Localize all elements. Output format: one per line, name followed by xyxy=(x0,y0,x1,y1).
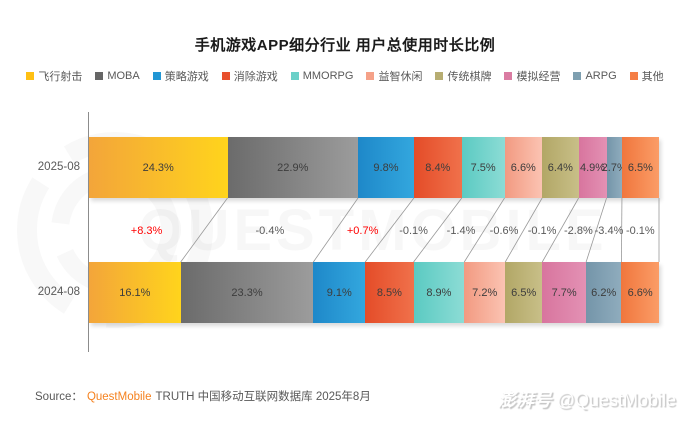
legend-swatch-icon xyxy=(95,72,104,80)
change-label-消除游戏: -0.1% xyxy=(399,225,428,237)
bar-segment-消除游戏: 8.5% xyxy=(365,262,414,323)
stacked-bar-2025-08: 24.3% 22.9% 9.8% 8.4% 7.5% 6.6% 6.4% 4.9% 2.7% 6.… xyxy=(89,137,659,198)
bar-segment-飞行射击: 24.3% xyxy=(89,137,228,198)
source-prefix: Source： xyxy=(35,391,83,403)
bar-segment-策略游戏: 9.8% xyxy=(358,137,414,198)
legend-label: 模拟经营 xyxy=(516,71,561,83)
legend-label: 策略游戏 xyxy=(164,71,209,83)
bar-segment-其他: 6.6% xyxy=(621,262,659,323)
legend-swatch-icon xyxy=(435,72,444,80)
bar-segment-ARPG: 6.2% xyxy=(586,262,622,323)
legend-label: MOBA xyxy=(107,70,140,82)
y-axis-label-2025-08: 2025-08 xyxy=(37,160,80,173)
legend-swatch-icon xyxy=(26,72,35,80)
source-brand: QuestMobile xyxy=(86,391,152,403)
legend-swatch-icon xyxy=(152,72,161,80)
legend-label: ARPG xyxy=(585,70,617,82)
change-label-其他: -0.1% xyxy=(625,225,655,237)
legend-label: 飞行射击 xyxy=(38,71,83,83)
bar-segment-消除游戏: 8.4% xyxy=(413,137,462,198)
bar-segment-MMORPG: 8.9% xyxy=(413,262,465,323)
source-line: Source： QuestMobile TRUTH 中国移动互联网数据库 2025年… xyxy=(35,388,371,404)
change-label-传统棋牌: -0.1% xyxy=(527,225,557,237)
change-label-益智休闲: -0.6% xyxy=(489,225,519,237)
legend-item-6: 益智休闲 xyxy=(366,68,422,84)
y-axis-line xyxy=(88,112,89,352)
legend-item-3: 策略游戏 xyxy=(152,68,209,84)
bar-segment-模拟经营: 7.7% xyxy=(542,262,587,323)
watermark-badge: 澎湃号 xyxy=(497,390,552,410)
bar-segment-MOBA: 23.3% xyxy=(180,262,314,323)
legend-item-5: MMORPG xyxy=(290,70,354,82)
chart-title: 手机游戏APP细分行业 用户总使用时长比例 xyxy=(194,37,496,54)
bar-segment-ARPG: 2.7% xyxy=(602,137,627,198)
legend-swatch-icon xyxy=(221,72,230,80)
stacked-bar-2024-08: 16.1% 23.3% 9.1% 8.5% 8.9% 7.2% 6.5% 7.7% 6.2% 6.… xyxy=(89,262,659,323)
bar-segment-传统棋牌: 6.4% xyxy=(542,137,579,198)
legend-label: 益智休闲 xyxy=(378,71,423,83)
bar-segment-益智休闲: 7.2% xyxy=(464,262,506,323)
bar-segment-飞行射击: 16.1% xyxy=(89,262,181,323)
legend-swatch-icon xyxy=(366,72,375,80)
legend-item-1: 飞行射击 xyxy=(26,68,82,84)
bar-segment-益智休闲: 6.6% xyxy=(504,137,543,198)
bar-segment-策略游戏: 9.1% xyxy=(313,262,366,323)
bar-segment-其他: 6.5% xyxy=(621,137,659,198)
legend-item-8: 模拟经营 xyxy=(504,68,560,84)
y-axis-label-2024-08: 2024-08 xyxy=(37,285,80,298)
legend-swatch-icon xyxy=(290,72,299,80)
source-rest: TRUTH 中国移动互联网数据库 2025年8月 xyxy=(155,391,371,403)
change-label-ARPG: -3.4% xyxy=(594,225,624,237)
change-label-MOBA: -0.4% xyxy=(255,225,285,237)
legend-label: MMORPG xyxy=(302,70,354,82)
legend-swatch-icon xyxy=(504,72,513,80)
legend-item-10: 其他 xyxy=(629,68,664,84)
legend-label: 其他 xyxy=(641,71,664,83)
legend-swatch-icon xyxy=(629,72,638,80)
watermark-credit: 澎湃号 @QuestMobile xyxy=(498,386,676,412)
watermark-handle: @QuestMobile xyxy=(556,390,676,410)
legend-item-9: ARPG xyxy=(573,70,617,82)
bar-segment-MMORPG: 7.5% xyxy=(461,137,505,198)
change-label-模拟经营: -2.8% xyxy=(564,225,593,237)
legend-swatch-icon xyxy=(573,72,582,80)
legend-label: 传统棋牌 xyxy=(447,71,492,83)
change-label-飞行射击: +8.3% xyxy=(130,225,163,237)
change-label-策略游戏: +0.7% xyxy=(346,225,379,237)
legend-item-4: 消除游戏 xyxy=(221,68,278,84)
legend-item-2: MOBA xyxy=(95,70,140,82)
legend-item-7: 传统棋牌 xyxy=(435,68,491,84)
change-label-MMORPG: -1.4% xyxy=(446,225,476,237)
bar-segment-MOBA: 22.9% xyxy=(227,137,359,198)
legend-label: 消除游戏 xyxy=(233,71,278,83)
bar-segment-传统棋牌: 6.5% xyxy=(505,262,543,323)
legend: 飞行射击 MOBA 策略游戏 消除游戏 MMORPG 益智休闲 传统棋牌 模拟经营 ARPG 其他 xyxy=(0,68,690,84)
bar-segment-模拟经营: 4.9% xyxy=(578,137,607,198)
